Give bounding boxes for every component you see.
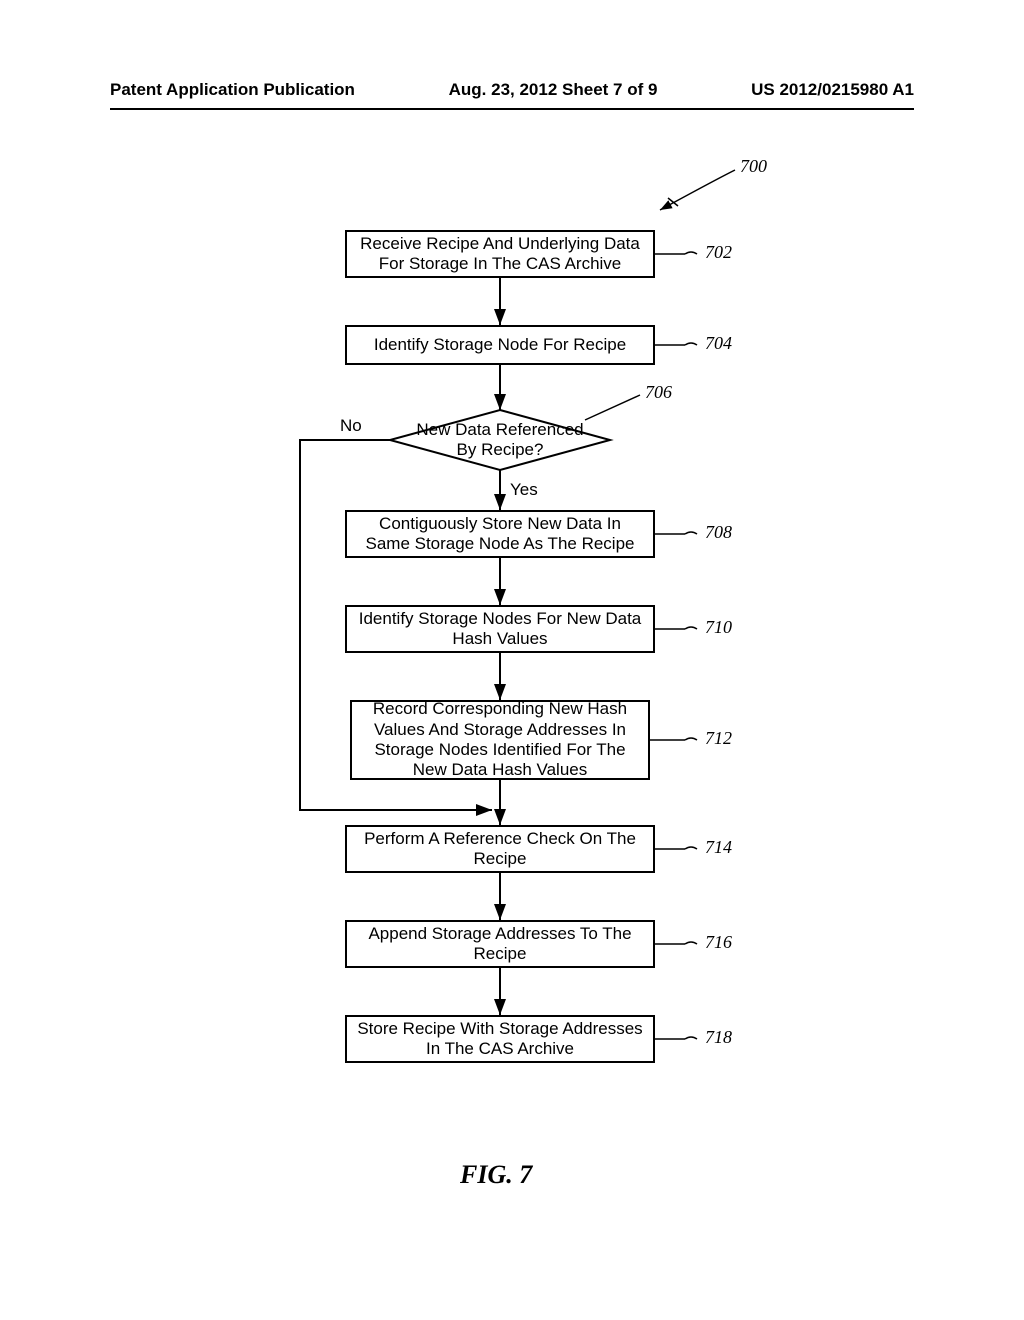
ref-label-718: 718 [705, 1027, 732, 1048]
edge-label-no: No [340, 416, 362, 436]
flowchart-diamond-706: New Data Referenced By Recipe? [410, 418, 590, 462]
flowchart-box-702: Receive Recipe And Underlying Data For S… [345, 230, 655, 278]
flowchart-box-710: Identify Storage Nodes For New Data Hash… [345, 605, 655, 653]
page-header: Patent Application Publication Aug. 23, … [0, 80, 1024, 100]
flowchart-diagram: 700 Receive Recipe And Underlying Data Fo… [0, 150, 1024, 1150]
header-rule [110, 108, 914, 110]
flowchart-box-716: Append Storage Addresses To The Recipe [345, 920, 655, 968]
header-left: Patent Application Publication [110, 80, 355, 100]
ref-label-706: 706 [645, 382, 672, 403]
flowchart-box-714: Perform A Reference Check On The Recipe [345, 825, 655, 873]
header-center: Aug. 23, 2012 Sheet 7 of 9 [449, 80, 658, 100]
flowchart-box-704: Identify Storage Node For Recipe [345, 325, 655, 365]
edge-label-yes: Yes [510, 480, 538, 500]
ref-label-708: 708 [705, 522, 732, 543]
flowchart-box-718: Store Recipe With Storage Addresses In T… [345, 1015, 655, 1063]
ref-label-716: 716 [705, 932, 732, 953]
flowchart-box-712: Record Corresponding New Hash Values And… [350, 700, 650, 780]
ref-label-700: 700 [740, 156, 767, 177]
ref-label-712: 712 [705, 728, 732, 749]
flowchart-box-708: Contiguously Store New Data In Same Stor… [345, 510, 655, 558]
ref-label-714: 714 [705, 837, 732, 858]
header-right: US 2012/0215980 A1 [751, 80, 914, 100]
ref-label-710: 710 [705, 617, 732, 638]
ref-label-702: 702 [705, 242, 732, 263]
figure-label: FIG. 7 [460, 1160, 532, 1190]
ref-label-704: 704 [705, 333, 732, 354]
